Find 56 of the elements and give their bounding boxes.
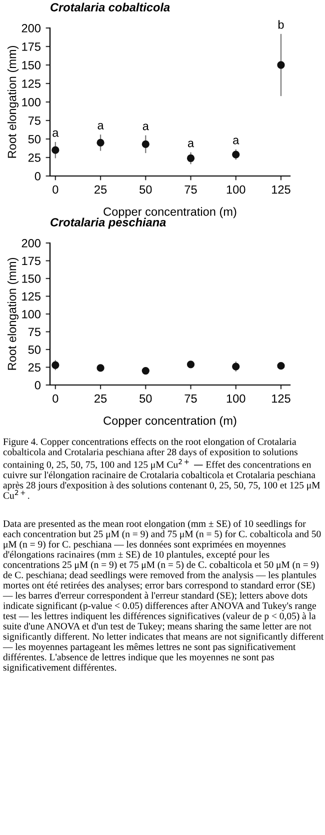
x-tick-label: 25 [94,185,107,194]
chart-title: Crotalaria cobalticola [50,2,170,12]
point [232,150,240,158]
y-tick-label: 75 [28,116,40,125]
point [186,360,195,368]
annotation: a [233,138,240,144]
y-tick-label: 50 [28,135,41,144]
point [96,138,104,147]
y-tick-label: 100 [22,310,41,318]
point [186,154,195,162]
y-tick-label: 100 [22,98,41,106]
annotation: a [188,140,194,148]
y-axis-title: Root elongation (mm) [7,46,18,158]
point [52,361,60,369]
point [142,366,150,375]
y-tick-label: 150 [22,61,41,70]
x-axis-title: Copper concentration (m) [104,416,236,428]
y-tick-label: 0 [34,381,41,390]
y-tick-label: 200 [22,24,41,32]
annotation: a [52,130,59,137]
annotation: a [98,122,104,130]
y-tick-label: 75 [28,328,40,336]
x-tick-label: 100 [226,185,246,194]
x-tick-label: 75 [184,185,197,194]
point [232,362,240,370]
y-tick-label: 125 [22,292,40,301]
y-tick-label: 50 [28,346,41,354]
y-tick-label: 125 [22,80,40,88]
y-tick-label: 175 [22,256,40,266]
x-tick-label: 0 [52,185,58,194]
point [277,61,285,69]
y-tick-label: 25 [28,363,40,372]
point [96,364,104,372]
y-tick-label: 0 [34,172,41,180]
x-tick-label: 50 [140,185,152,194]
text: Figure 4. Copper concentrations effects on the root elongation of Crotalaria cobalticola and Crotalaria peschiana after 28 days of exposition to solutions containing 0, 25, 50, 75, 100 and 125 μM Cu$^{2+}$ — Effet des concentrations en cuivre sur l'élongation racinaire de Crotalaria cobalticola et Crotalaria peschiana après 28 jours d'exposition à des solutions contenant 0, 25, 50, 75, 100 et 125 μM Cu$^{2+}$. [3,438,320,499]
x-tick-label: 75 [184,394,197,403]
x-tick-label: 100 [226,394,246,403]
point [277,362,285,370]
annotation: a [142,124,149,130]
y-axis-title: Root elongation (mm) [7,258,18,370]
x-tick-label: 25 [94,394,107,403]
x-tick-label: 50 [140,394,152,403]
x-tick-label: 0 [52,394,58,403]
annotation: b [278,20,284,29]
x-tick-label: 125 [272,394,290,403]
y-tick-label: 25 [28,154,40,162]
y-tick-label: 175 [22,42,40,51]
point [52,146,60,154]
y-tick-label: 200 [22,239,41,248]
y-tick-label: 150 [22,274,41,283]
x-axis-title: Copper concentration (m) [104,207,236,218]
point [142,140,150,148]
chart-title: Crotalaria peschiana [50,218,166,229]
x-tick-label: 125 [272,185,290,194]
text: Data are presented as the mean root elongation (mm ± SE) of 10 seedlings for each concentration but 25 μM (n = 9) and 75 μM (n = 5) for C. cobalticola and 50 μM (n = 9) for C. peschiana — les données sont exprimées en moyennes d'élongations racinaires (mm ± SE) de 10 plantules, excepté pour les concentrations 25 μM (n = 9) et 75 μM (n = 5) de C. cobalticola et 50 μM (n = 9) de C. peschiana; dead seedlings were removed from the analysis — les plantules mortes ont été retirées des analyses; error bars correspond to standard error (SE) — les barres d'erreur correspondent à l'erreur standard (SE); letters above dots indicate significant (p-value < 0.05) differences after ANOVA and Tukey's range test — les lettres indiquent les différences significatives (valeur de p < 0,05) à la suite d'une ANOVA et d'un test de Tukey; means sharing the same letter are not significantly different. No letter indicates that means are not significantly different — les moyennes partageant les mêmes lettres ne sont pas significativement différentes. L'absence de lettres indique que les moyennes ne sont pas significativement différentes. [2,520,324,673]
